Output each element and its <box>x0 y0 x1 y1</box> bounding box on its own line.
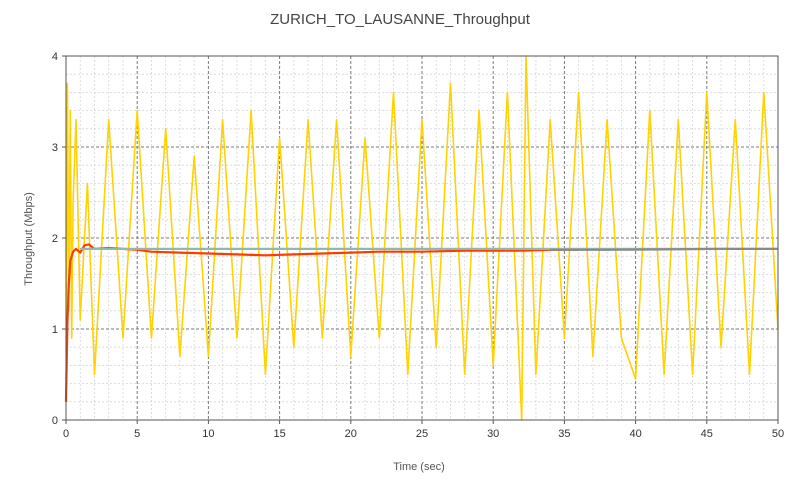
y-axis-ticks: 0 1 2 3 4 <box>52 51 66 427</box>
x-tick-label: 30 <box>487 428 499 440</box>
series-layer <box>64 55 779 421</box>
y-tick-label: 3 <box>52 142 58 154</box>
x-tick-label: 0 <box>63 428 69 440</box>
y-tick-label: 0 <box>52 415 58 427</box>
x-axis-ticks: 0 5 10 15 20 25 30 35 40 45 50 <box>63 420 784 440</box>
series-line-4 <box>550 247 778 251</box>
x-tick-label: 10 <box>202 428 214 440</box>
x-tick-label: 50 <box>772 428 784 440</box>
y-tick-label: 4 <box>52 51 58 63</box>
x-tick-label: 25 <box>416 428 428 440</box>
y-axis-label: Throughput (Mbps) <box>23 192 35 286</box>
x-tick-label: 15 <box>273 428 285 440</box>
chart-title: ZURICH_TO_LAUSANNE_Throughput <box>270 11 531 28</box>
y-tick-label: 2 <box>52 233 58 245</box>
x-tick-label: 5 <box>134 428 140 440</box>
x-tick-label: 20 <box>345 428 357 440</box>
x-axis-label: Time (sec) <box>393 461 445 473</box>
x-tick-label: 45 <box>701 428 713 440</box>
x-tick-label: 40 <box>629 428 641 440</box>
series-line-2 <box>64 243 579 402</box>
y-tick-label: 1 <box>52 324 58 336</box>
series-line-1 <box>65 55 779 421</box>
x-tick-label: 35 <box>558 428 570 440</box>
